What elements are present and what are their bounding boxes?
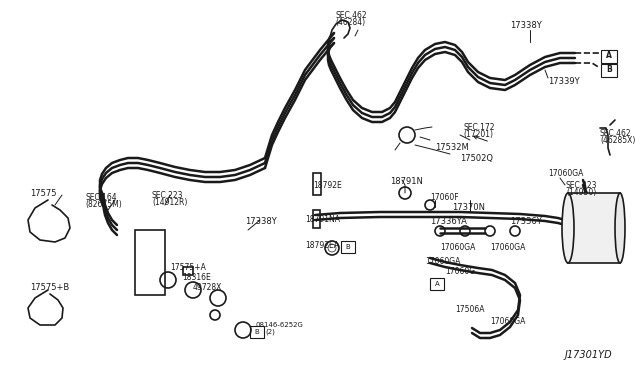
Text: 17575: 17575: [30, 189, 56, 198]
Text: SEC.462: SEC.462: [335, 10, 367, 19]
Text: (14950): (14950): [566, 187, 596, 196]
Text: SEC.164: SEC.164: [85, 193, 116, 202]
Ellipse shape: [615, 193, 625, 263]
Bar: [568, 193, 620, 263]
Text: SEC.172: SEC.172: [463, 122, 495, 131]
Text: (2): (2): [265, 329, 275, 335]
Text: 17338Y: 17338Y: [245, 218, 276, 227]
Bar: [601, 50, 617, 63]
Text: SEC.223: SEC.223: [566, 180, 598, 189]
Text: 17506A: 17506A: [455, 305, 484, 314]
Text: 17370N: 17370N: [452, 203, 485, 212]
Bar: [250, 326, 264, 338]
Bar: [341, 241, 355, 253]
Text: 17060GA: 17060GA: [425, 257, 460, 266]
Ellipse shape: [562, 193, 574, 263]
Text: 18792E: 18792E: [313, 180, 342, 189]
Text: SEC.462: SEC.462: [600, 128, 632, 138]
Text: 17060GA: 17060GA: [490, 244, 525, 253]
Text: 18791NA: 18791NA: [305, 215, 340, 224]
Text: 17336YA: 17336YA: [430, 218, 467, 227]
Text: 17339Y: 17339Y: [548, 77, 580, 87]
Text: 18792EA: 18792EA: [305, 241, 339, 250]
Text: J17301YD: J17301YD: [565, 350, 612, 360]
Bar: [601, 64, 617, 77]
Text: 17575+B: 17575+B: [30, 283, 69, 292]
Text: 17060GA: 17060GA: [548, 170, 584, 179]
Text: B: B: [346, 244, 350, 250]
Text: 17575+A: 17575+A: [170, 263, 206, 273]
Text: 18791N: 18791N: [390, 177, 423, 186]
Text: 49728X: 49728X: [193, 283, 222, 292]
Text: (17201): (17201): [463, 129, 493, 138]
Text: 17060F: 17060F: [430, 192, 459, 202]
Bar: [313, 173, 321, 195]
Text: 17502Q: 17502Q: [460, 154, 493, 163]
Text: B: B: [255, 329, 259, 335]
Text: 18316E: 18316E: [182, 273, 211, 282]
Bar: [313, 210, 320, 228]
Text: B: B: [606, 65, 612, 74]
Text: (46284): (46284): [335, 17, 365, 26]
Text: A: A: [606, 51, 612, 61]
Text: (14912R): (14912R): [152, 198, 188, 206]
Text: 17060GA: 17060GA: [440, 244, 476, 253]
Text: SEC.223: SEC.223: [152, 190, 184, 199]
Text: 17338Y: 17338Y: [510, 20, 541, 29]
Text: 17532M: 17532M: [435, 142, 468, 151]
Text: 17336Y: 17336Y: [510, 218, 541, 227]
Bar: [430, 278, 444, 290]
Text: 17060GA: 17060GA: [490, 317, 525, 327]
Text: (82675M): (82675M): [85, 201, 122, 209]
Text: 17060G: 17060G: [445, 267, 475, 276]
Text: (46285X): (46285X): [600, 135, 636, 144]
Text: A: A: [435, 281, 440, 287]
Bar: [135, 230, 165, 295]
Text: 08146-6252G: 08146-6252G: [255, 322, 303, 328]
Bar: [183, 267, 193, 275]
